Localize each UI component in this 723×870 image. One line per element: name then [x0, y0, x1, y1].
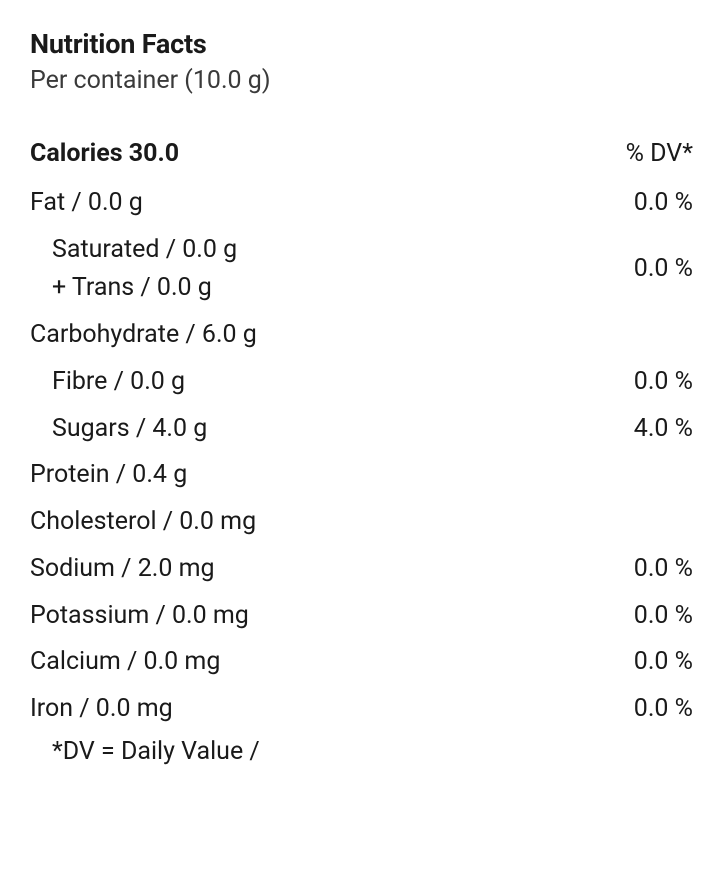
fat-dv: 0.0 %	[622, 184, 693, 223]
row-sugars: Sugars / 4.0 g 4.0 %	[30, 406, 693, 453]
saturated-label: Saturated / 0.0 g	[52, 231, 622, 270]
row-protein: Protein / 0.4 g	[30, 452, 693, 499]
fibre-label: Fibre / 0.0 g	[30, 363, 622, 402]
calories-row: Calories 30.0 % DV*	[30, 131, 693, 178]
carbohydrate-label: Carbohydrate / 6.0 g	[30, 316, 681, 355]
calcium-label: Calcium / 0.0 mg	[30, 643, 622, 682]
row-carbohydrate: Carbohydrate / 6.0 g	[30, 312, 693, 359]
row-potassium: Potassium / 0.0 mg 0.0 %	[30, 593, 693, 640]
calcium-dv: 0.0 %	[622, 643, 693, 682]
row-sodium: Sodium / 2.0 mg 0.0 %	[30, 546, 693, 593]
fat-label: Fat / 0.0 g	[30, 184, 622, 223]
sodium-dv: 0.0 %	[622, 550, 693, 589]
nutrition-facts-panel: Nutrition Facts Per container (10.0 g) C…	[30, 28, 693, 766]
sugars-dv: 4.0 %	[622, 410, 693, 449]
trans-label: + Trans / 0.0 g	[52, 269, 622, 308]
row-fibre: Fibre / 0.0 g 0.0 %	[30, 359, 693, 406]
row-sat-trans: Saturated / 0.0 g + Trans / 0.0 g 0.0 %	[30, 227, 693, 313]
calories-label: Calories 30.0	[30, 135, 614, 174]
potassium-dv: 0.0 %	[622, 597, 693, 636]
row-iron: Iron / 0.0 mg 0.0 %	[30, 686, 693, 733]
row-cholesterol: Cholesterol / 0.0 mg	[30, 499, 693, 546]
panel-title: Nutrition Facts	[30, 28, 693, 60]
dv-header: % DV*	[614, 135, 693, 174]
sat-trans-dv: 0.0 %	[622, 250, 693, 289]
serving-size: Per container (10.0 g)	[30, 66, 693, 95]
iron-label: Iron / 0.0 mg	[30, 690, 622, 729]
dv-footnote: *DV = Daily Value /	[30, 733, 693, 766]
fibre-dv: 0.0 %	[622, 363, 693, 402]
sodium-label: Sodium / 2.0 mg	[30, 550, 622, 589]
iron-dv: 0.0 %	[622, 690, 693, 729]
sugars-label: Sugars / 4.0 g	[30, 410, 622, 449]
row-calcium: Calcium / 0.0 mg 0.0 %	[30, 639, 693, 686]
protein-label: Protein / 0.4 g	[30, 456, 681, 495]
cholesterol-label: Cholesterol / 0.0 mg	[30, 503, 681, 542]
row-fat: Fat / 0.0 g 0.0 %	[30, 180, 693, 227]
potassium-label: Potassium / 0.0 mg	[30, 597, 622, 636]
